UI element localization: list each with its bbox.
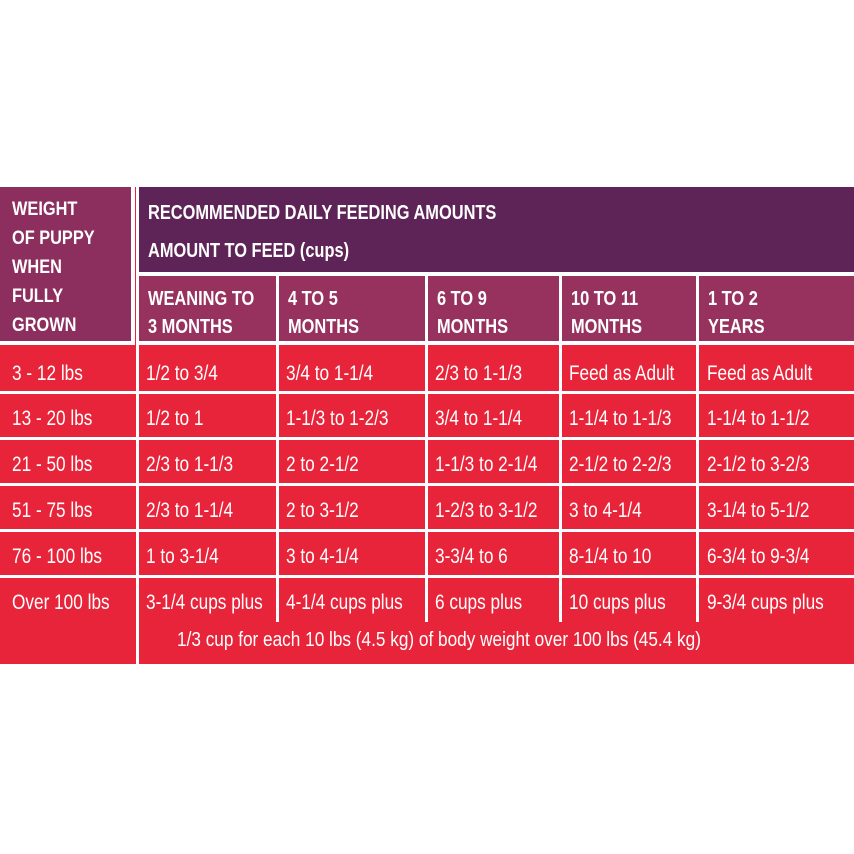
- table-cell: 8-1/4 to 10: [569, 545, 652, 568]
- table-cell: 3-1/4 cups plus: [146, 591, 263, 614]
- table-cell: Feed as Adult: [707, 362, 813, 385]
- weight-header-line: OF PUPPY: [12, 228, 95, 249]
- age-header-weaning: WEANING TO 3 MONTHS: [139, 276, 276, 345]
- column-divider: [425, 276, 428, 622]
- weight-cell: 13 - 20 lbs: [12, 407, 93, 430]
- row-divider: [0, 437, 854, 440]
- age-header-line: 10 TO 11: [571, 288, 639, 310]
- table-cell: 2 to 3-1/2: [286, 499, 359, 522]
- age-header-10-11-months: 10 TO 11 MONTHS: [562, 276, 696, 345]
- age-header-1-2-years: 1 TO 2 YEARS: [699, 276, 854, 345]
- table-cell: 1-1/4 to 1-1/3: [569, 407, 672, 430]
- age-header-line: 4 TO 5: [288, 288, 338, 310]
- table-cell: 1-2/3 to 3-1/2: [435, 499, 538, 522]
- table-cell: 10 cups plus: [569, 591, 666, 614]
- table-cell: 1 to 3-1/4: [146, 545, 219, 568]
- age-header-line: 1 TO 2: [708, 288, 758, 310]
- chart-subtitle: AMOUNT TO FEED (cups): [148, 240, 350, 262]
- table-cell: 1-1/3 to 1-2/3: [286, 407, 389, 430]
- column-divider: [559, 276, 562, 622]
- table-cell: 3-3/4 to 6: [435, 545, 508, 568]
- age-header-line: MONTHS: [288, 316, 360, 338]
- age-header-4-5-months: 4 TO 5 MONTHS: [279, 276, 425, 345]
- table-cell: 2/3 to 1-1/4: [146, 499, 234, 522]
- table-cell: 2/3 to 1-1/3: [435, 362, 523, 385]
- feeding-chart: WEIGHT OF PUPPY WHEN FULLY GROWN RECOMME…: [0, 187, 854, 664]
- table-cell: 2-1/2 to 2-2/3: [569, 453, 672, 476]
- table-cell: 1/2 to 3/4: [146, 362, 218, 385]
- column-divider: [276, 276, 279, 622]
- table-cell: 4-1/4 cups plus: [286, 591, 403, 614]
- column-divider: [136, 187, 139, 664]
- age-header-line: WEANING TO: [148, 288, 255, 310]
- age-header-line: YEARS: [708, 316, 765, 338]
- weight-cell: 3 - 12 lbs: [12, 362, 83, 385]
- table-cell: 3 to 4-1/4: [569, 499, 642, 522]
- row-divider: [0, 391, 854, 394]
- weight-header-line: GROWN: [12, 315, 77, 336]
- row-divider: [0, 575, 854, 578]
- table-cell: 3-1/4 to 5-1/2: [707, 499, 810, 522]
- weight-cell: 21 - 50 lbs: [12, 453, 93, 476]
- table-cell: 6 cups plus: [435, 591, 523, 614]
- chart-title: RECOMMENDED DAILY FEEDING AMOUNTS: [148, 202, 497, 224]
- row-divider: [0, 529, 854, 532]
- table-cell: 2 to 2-1/2: [286, 453, 359, 476]
- weight-header-line: WEIGHT: [12, 199, 78, 220]
- age-header-line: 3 MONTHS: [148, 316, 233, 338]
- table-cell: 9-3/4 cups plus: [707, 591, 824, 614]
- weight-header-line: FULLY: [12, 286, 64, 307]
- feeding-amounts-header: RECOMMENDED DAILY FEEDING AMOUNTS AMOUNT…: [139, 187, 854, 276]
- age-header-line: 6 TO 9: [437, 288, 487, 310]
- column-divider: [696, 276, 699, 622]
- table-cell: 1-1/4 to 1-1/2: [707, 407, 810, 430]
- table-cell: 3 to 4-1/4: [286, 545, 359, 568]
- weight-header-line: WHEN: [12, 257, 62, 278]
- weight-cell: Over 100 lbs: [12, 591, 110, 614]
- table-cell: 3/4 to 1-1/4: [286, 362, 374, 385]
- footnote: 1/3 cup for each 10 lbs (4.5 kg) of body…: [177, 629, 701, 651]
- row-divider: [0, 483, 854, 486]
- weight-cell: 51 - 75 lbs: [12, 499, 93, 522]
- table-cell: 1/2 to 1: [146, 407, 204, 430]
- age-header-6-9-months: 6 TO 9 MONTHS: [428, 276, 559, 345]
- table-cell: Feed as Adult: [569, 362, 675, 385]
- age-header-line: MONTHS: [437, 316, 509, 338]
- table-cell: 3/4 to 1-1/4: [435, 407, 523, 430]
- weight-cell: 76 - 100 lbs: [12, 545, 102, 568]
- table-cell: 1-1/3 to 2-1/4: [435, 453, 538, 476]
- table-cell: 2/3 to 1-1/3: [146, 453, 234, 476]
- table-cell: 2-1/2 to 3-2/3: [707, 453, 810, 476]
- weight-column-header: WEIGHT OF PUPPY WHEN FULLY GROWN: [0, 187, 135, 345]
- table-cell: 6-3/4 to 9-3/4: [707, 545, 810, 568]
- age-header-line: MONTHS: [571, 316, 643, 338]
